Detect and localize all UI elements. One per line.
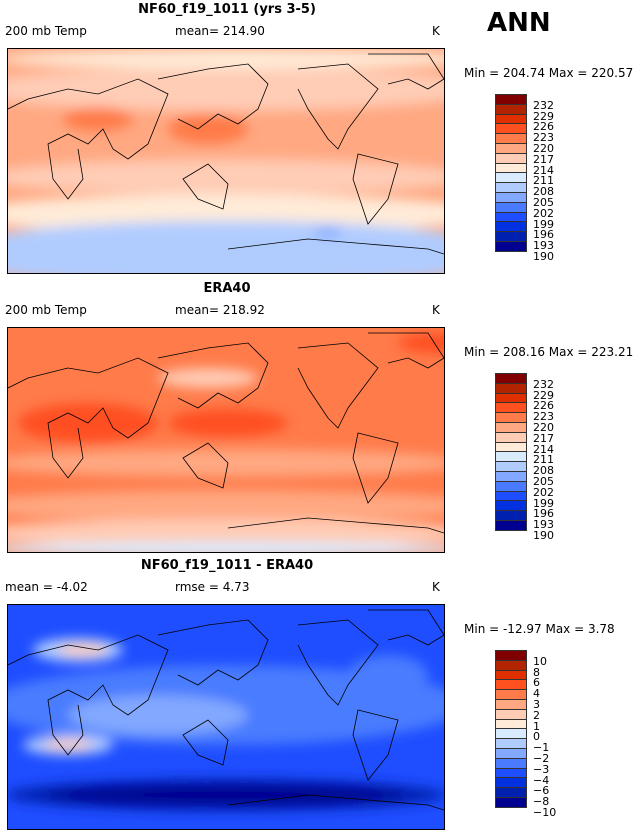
colorbar-tick-label: 214 [533,163,554,177]
top-map [7,48,445,274]
contour-region [168,114,248,144]
colorbar-tick-label: 217 [533,431,554,445]
colorbar-tick-label: 205 [533,475,554,488]
contour-region [8,49,444,69]
contour-region [158,368,258,388]
colorbar-box [495,519,527,531]
top-map-field [8,49,444,273]
mid-map-field [8,328,444,552]
diff-center-label: rmse = 4.73 [175,580,250,594]
colorbar-tick-label: −3 [533,762,550,776]
colorbar-tick-label: 226 [533,120,554,134]
colorbar-tick-label: −4 [533,773,550,787]
colorbar-tick-label: 232 [533,98,554,112]
mid-panel-title: ERA40 [203,281,251,296]
colorbar-tick-label: 232 [533,377,554,391]
colorbar-tick-label: −1 [533,741,550,755]
contour-region [68,695,248,735]
colorbar-tick-label: 217 [533,152,554,166]
colorbar-tick-label: 202 [533,206,554,220]
colorbar-tick-label: 199 [533,496,554,510]
colorbar-tick-label: 202 [533,485,554,499]
contour-region [8,542,444,552]
colorbar-tick-label: 196 [533,228,554,242]
top-units: K [432,24,440,38]
colorbar-tick-label: 10 [533,654,547,668]
colorbar-tick-label: 220 [533,142,554,155]
contour-region [43,740,93,750]
colorbar-tick-label: 211 [533,174,554,188]
diff-map-field [8,605,444,829]
contour-region [398,333,444,353]
colorbar-tick-label: 211 [533,453,554,467]
colorbar-tick-label: 0 [533,730,540,744]
coastline [8,53,444,255]
colorbar-tick-label: 208 [533,464,554,478]
contour-region [8,244,444,273]
colorbar-tick-label: 193 [533,518,554,532]
mid-colorbar [495,373,527,531]
mid-left-label: 200 mb Temp [5,303,87,317]
contour-region [46,785,406,805]
colorbar-tick-label: 223 [533,410,554,424]
mid-center-label: mean= 218.92 [175,303,265,317]
contour-region [8,490,444,522]
contour-region [348,655,428,695]
colorbar-tick-label: 226 [533,399,554,413]
colorbar-tick-label: 4 [533,687,540,701]
top-colorbar [495,94,527,252]
diff-units: K [432,580,440,594]
colorbar-tick-label: 193 [533,239,554,253]
diff-min-max: Min = -12.97 Max = 3.78 [464,622,615,636]
colorbar-tick-label: 199 [533,217,554,231]
colorbar-tick-label: 205 [533,196,554,209]
coastline [8,332,444,534]
contour-region [63,107,133,131]
top-left-label: 200 mb Temp [5,24,87,38]
diff-left-label: mean = -4.02 [5,580,88,594]
mid-units: K [432,303,440,317]
colorbar-tick-label: 214 [533,442,554,456]
colorbar-tick-label: −6 [533,784,550,798]
colorbar-tick-label: 223 [533,131,554,145]
diff-map [7,604,445,830]
coastline [8,609,444,811]
colorbar-tick-label: 1 [533,719,540,733]
top-min-max: Min = 204.74 Max = 220.57 [464,66,634,80]
contour-region [8,519,444,547]
colorbar-tick-label: 208 [533,185,554,199]
season-label: ANN [487,8,551,38]
top-center-label: mean= 214.90 [175,24,265,38]
colorbar-tick-label: −2 [533,752,550,765]
colorbar-tick-label: −8 [533,795,550,809]
colorbar-tick-label: 190 [533,529,554,542]
colorbar-tick-label: 2 [533,708,540,722]
colorbar-tick-label: 6 [533,676,540,690]
contour-region [8,449,444,477]
top-panel-title: NF60_f19_1011 (yrs 3-5) [138,2,316,17]
colorbar-tick-label: 229 [533,109,554,123]
mid-min-max: Min = 208.16 Max = 223.21 [464,345,634,359]
contour-region [8,67,444,111]
colorbar-tick-label: 220 [533,421,554,434]
mid-map [7,327,445,553]
colorbar-tick-label: 196 [533,507,554,521]
contour-region [168,409,288,437]
colorbar-box [495,796,527,808]
colorbar-tick-label: 3 [533,698,540,711]
contour-region [58,644,108,656]
colorbar-tick-label: −10 [533,806,557,819]
colorbar-tick-label: 229 [533,388,554,402]
colorbar-tick-label: 8 [533,665,540,679]
colorbar-box [495,240,527,252]
diff-panel-title: NF60_f19_1011 - ERA40 [140,558,314,573]
contour-region [8,159,444,195]
contour-region [314,227,342,237]
colorbar-tick-label: 190 [533,250,554,263]
diff-colorbar [495,650,527,808]
